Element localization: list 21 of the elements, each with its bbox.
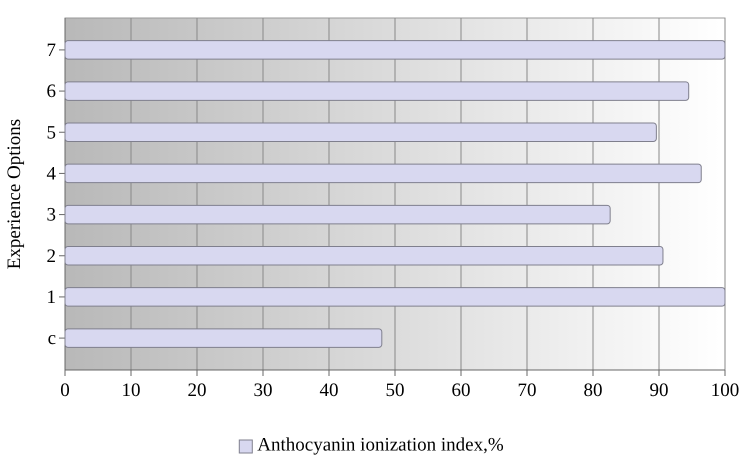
- x-tick-label: 50: [386, 380, 404, 402]
- x-tick-label: 100: [710, 380, 740, 402]
- y-tick-label: 6: [46, 81, 56, 102]
- x-tick-label: 70: [518, 380, 536, 402]
- x-tick-label: 40: [320, 380, 338, 402]
- y-tick-label: c: [48, 328, 56, 350]
- y-axis-title: Experience Options: [4, 118, 25, 270]
- y-tick-label: 4: [46, 163, 56, 184]
- y-tick-label: 7: [46, 40, 56, 61]
- y-tick-label: 5: [46, 122, 56, 144]
- legend-label: Anthocyanin ionization index,%: [257, 434, 504, 456]
- x-tick-label: 30: [254, 380, 272, 402]
- x-tick-label: 0: [60, 380, 70, 402]
- x-tick-label: 90: [650, 380, 668, 402]
- x-tick-label: 20: [188, 380, 206, 402]
- y-tick-label: 2: [46, 246, 56, 267]
- y-tick-label: 1: [46, 287, 56, 308]
- y-tick-label: 3: [46, 204, 56, 226]
- x-tick-label: 60: [452, 380, 470, 402]
- x-tick-label: 80: [584, 380, 602, 402]
- x-tick-label: 10: [122, 380, 140, 402]
